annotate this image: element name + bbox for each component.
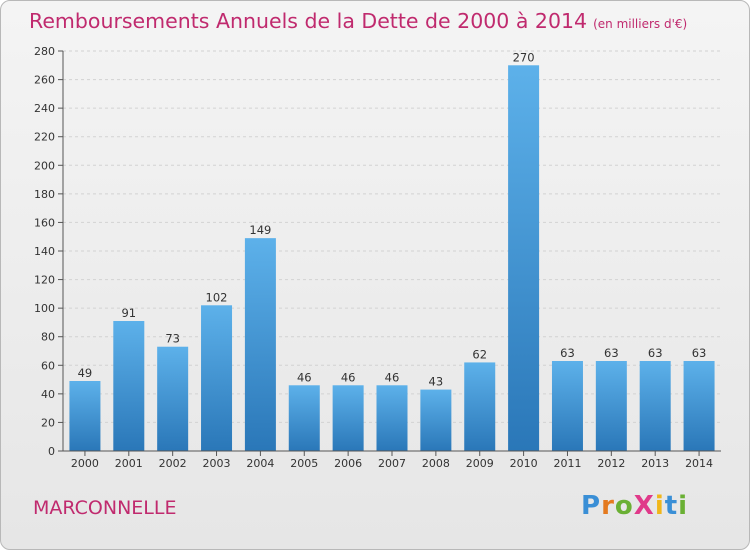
bar-value-label: 63 [560,346,575,360]
bar [244,238,276,451]
y-tick-label: 260 [34,74,55,87]
bar-value-label: 46 [341,370,356,384]
y-tick-label: 280 [34,45,55,58]
logo-letter: r [601,491,615,521]
x-tick-label: 2010 [510,457,538,470]
bar [420,389,452,451]
x-axis: 2000 2001 2002 2003 2004 2005 2006 2007 2008 2009… [63,450,721,470]
bar [69,381,101,451]
bar-value-label: 149 [249,223,271,237]
logo-letter: i [678,491,689,521]
x-tick-label: 2008 [422,457,450,470]
y-tick-label: 240 [34,102,55,115]
bar [639,361,671,451]
x-tick-label: 2011 [553,457,581,470]
bar [683,361,715,451]
y-tick-label: 220 [34,131,55,144]
y-tick-label: 140 [34,245,55,258]
x-tick-label: 2013 [641,457,669,470]
x-tick-label: 2007 [378,457,406,470]
y-axis: 0 20 40 60 80 100 120 140 160 180 200 220 240 260 280 [34,45,64,458]
bar-value-label: 46 [297,370,312,384]
y-tick-label: 200 [34,159,55,172]
bar-value-label: 43 [429,375,444,389]
logo-text: ProXiti [581,491,688,521]
bar-value-label: 102 [206,290,228,304]
bar [288,385,320,451]
y-tick-label: 180 [34,188,55,201]
y-tick-label: 0 [48,445,55,458]
bar-value-label: 270 [513,50,535,64]
x-tick-label: 2002 [159,457,187,470]
x-tick-label: 2014 [685,457,713,470]
y-tick-label: 120 [34,274,55,287]
bar-value-label: 91 [121,306,136,320]
bar-value-label: 49 [78,366,93,380]
y-tick-label: 60 [41,359,55,372]
logo-letter: P [581,491,602,521]
bar-value-label: 63 [648,346,663,360]
bar-value-label: 46 [385,370,400,384]
proxiti-logo: ProXiti [581,491,688,521]
x-tick-label: 2004 [246,457,274,470]
x-tick-label: 2012 [597,457,625,470]
chart-title: Remboursements Annuels de la Dette de 20… [29,9,687,33]
logo-letter: t [664,491,679,521]
y-tick-label: 40 [41,388,55,401]
logo-letter: i [654,491,665,521]
x-tick-label: 2000 [71,457,99,470]
x-tick-label: 2001 [115,457,143,470]
bar-value-label: 63 [692,346,707,360]
bars: 49 91 73 102 149 46 46 46 43 62 270 63 63 63 63 [69,50,715,452]
x-tick-label: 2005 [290,457,318,470]
bar [201,305,233,451]
bar-value-label: 63 [604,346,619,360]
logo-letter: o [614,491,634,521]
bar [157,346,189,451]
y-tick-label: 100 [34,302,55,315]
chart-title-text: Remboursements Annuels de la Dette de 20… [29,9,588,33]
bar [376,385,408,451]
y-tick-label: 20 [41,416,55,429]
x-tick-label: 2003 [203,457,231,470]
y-tick-label: 80 [41,331,55,344]
x-tick-label: 2009 [466,457,494,470]
bar [508,65,540,452]
bar [595,361,627,451]
bar [551,361,583,451]
bar [113,321,145,451]
logo-letter: X [633,491,655,521]
chart-unit: (en milliers d'€) [593,17,688,31]
bar [332,385,364,451]
y-tick-label: 160 [34,216,55,229]
town-name: MARCONNELLE [33,497,177,519]
bar-value-label: 73 [165,332,180,346]
bar-value-label: 62 [472,347,487,361]
bar [464,362,496,451]
x-tick-label: 2006 [334,457,362,470]
